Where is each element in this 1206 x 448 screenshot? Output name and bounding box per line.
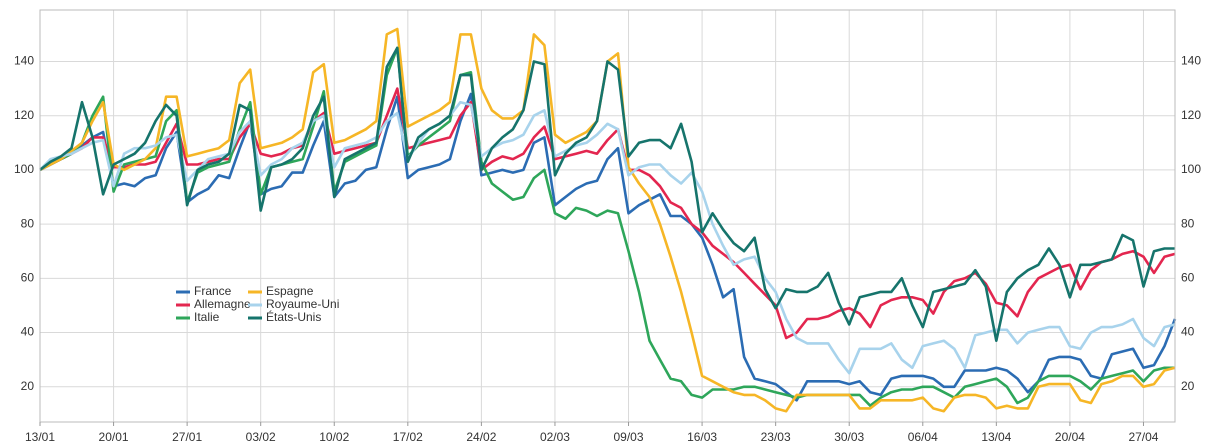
x-tick-label: 06/04 [908,430,938,444]
x-tick-label: 03/02 [246,430,276,444]
y-tick-label: 120 [14,108,34,122]
legend-label: Royaume-Uni [266,297,339,311]
y2-tick-label: 100 [1181,162,1201,176]
y-tick-label: 60 [21,271,35,285]
y2-tick-label: 20 [1181,379,1195,393]
y-tick-label: 20 [21,379,35,393]
x-tick-label: 09/03 [614,430,644,444]
legend-label: États-Unis [266,309,321,324]
series-line [39,46,1175,407]
x-tick-label: 13/01 [25,430,55,444]
axes: 20 20 40 40 60 60 80 80 100 100 120 120 140 140 13/01 2… [14,9,1201,444]
plot-frame [39,9,1176,423]
x-tick-label: 27/01 [172,430,202,444]
x-tick-label: 02/03 [540,430,570,444]
legend-label: France [194,284,232,298]
y2-tick-label: 140 [1181,54,1201,68]
y-tick-label: 80 [21,216,35,230]
y2-tick-label: 80 [1181,216,1195,230]
legend-label: Espagne [266,284,314,298]
y-tick-label: 100 [14,162,34,176]
x-tick-label: 13/04 [981,430,1011,444]
series-line [39,46,1175,342]
series-line [39,27,1176,413]
series-line [39,92,1177,402]
x-tick-label: 17/02 [393,430,423,444]
x-tick-label: 10/02 [319,430,349,444]
x-tick-label: 30/03 [834,430,864,444]
x-tick-label: 20/04 [1055,430,1085,444]
lines [39,27,1177,413]
x-tick-label: 27/04 [1128,430,1158,444]
legend-label: Italie [194,310,220,324]
x-tick-label: 16/03 [687,430,717,444]
x-tick-label: 20/01 [99,430,129,444]
y2-tick-label: 120 [1181,108,1201,122]
grid [39,10,1175,422]
y-tick-label: 40 [21,325,35,339]
x-tick-label: 23/03 [761,430,791,444]
y2-tick-label: 40 [1181,325,1195,339]
legend-label: Allemagne [194,297,251,311]
y-tick-label: 140 [14,54,34,68]
x-tick-label: 24/02 [466,430,496,444]
y2-tick-label: 60 [1181,271,1195,285]
